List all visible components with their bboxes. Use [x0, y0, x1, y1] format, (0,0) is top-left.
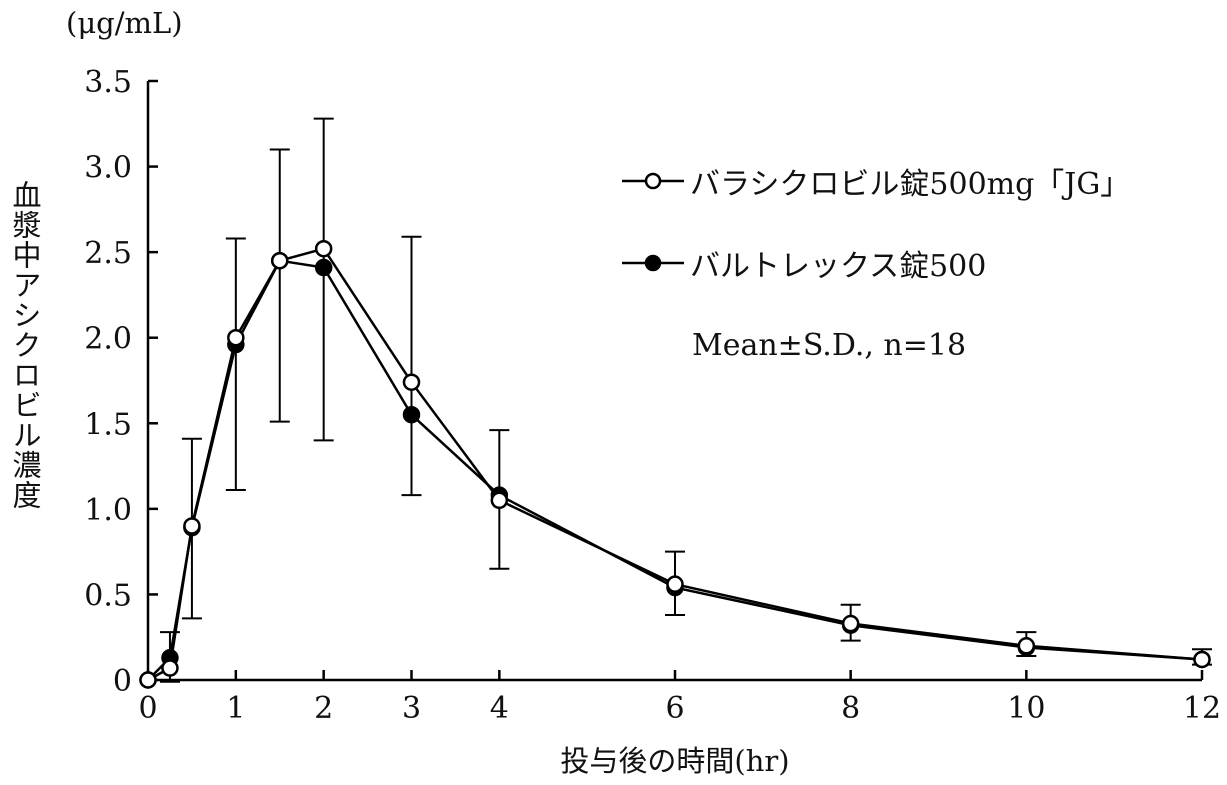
y-tick-label: 3.0 — [84, 151, 132, 186]
legend-item-valtrex: バルトレックス錠500 — [622, 222, 1130, 304]
y-tick-label: 0.5 — [84, 578, 132, 613]
x-tick-label: 6 — [665, 691, 684, 726]
filled-circle-point — [314, 258, 333, 277]
x-tick-label: 3 — [402, 691, 421, 726]
filled-circle-marker-icon — [622, 254, 684, 272]
y-tick-label: 1.0 — [84, 493, 132, 528]
open-circle-point — [271, 251, 289, 270]
open-circle-point — [227, 328, 245, 347]
open-circle-point — [314, 239, 333, 258]
open-circle-marker-icon — [622, 172, 684, 190]
legend-label: バラシクロビル錠500mg「JG」 — [690, 167, 1131, 202]
y-tick-label: 2.5 — [84, 236, 132, 271]
x-tick-label: 1 — [226, 691, 245, 726]
legend: バラシクロビル錠500mg「JG」 バルトレックス錠500 Mean±S.D.,… — [622, 140, 1130, 386]
open-circle-point — [161, 659, 179, 677]
legend-label: バルトレックス錠500 — [690, 249, 987, 284]
filled-circle-point — [402, 405, 421, 424]
open-circle-point — [841, 614, 860, 633]
y-axis-unit: (μg/mL) — [66, 6, 183, 40]
y-tick-label: 2.0 — [84, 322, 132, 357]
y-tick-label: 0 — [113, 664, 132, 699]
series-line-0 — [147, 247, 1203, 682]
y-tick-label: 3.5 — [84, 65, 132, 100]
x-tick-label: 12 — [1183, 691, 1221, 726]
x-tick-label: 10 — [1007, 691, 1045, 726]
open-circle-point — [183, 517, 201, 535]
y-axis-label: 血漿中アシクロビル濃度 — [8, 180, 42, 510]
open-circle-point — [1193, 650, 1211, 669]
x-tick-label: 0 — [138, 691, 157, 726]
open-circle-point — [666, 575, 684, 593]
x-tick-label: 8 — [841, 691, 860, 726]
stats-annotation: Mean±S.D., n=18 — [692, 327, 967, 363]
legend-item-jg: バラシクロビル錠500mg「JG」 — [622, 140, 1130, 222]
x-tick-label: 2 — [314, 691, 333, 726]
open-circle-point — [1017, 637, 1036, 655]
x-axis-label: 投与後の時間(hr) — [560, 744, 790, 778]
x-tick-label: 4 — [490, 691, 509, 726]
open-circle-point — [490, 491, 509, 510]
open-circle-point — [402, 373, 421, 391]
y-tick-label: 1.5 — [84, 407, 132, 442]
open-circle-point — [139, 671, 157, 689]
